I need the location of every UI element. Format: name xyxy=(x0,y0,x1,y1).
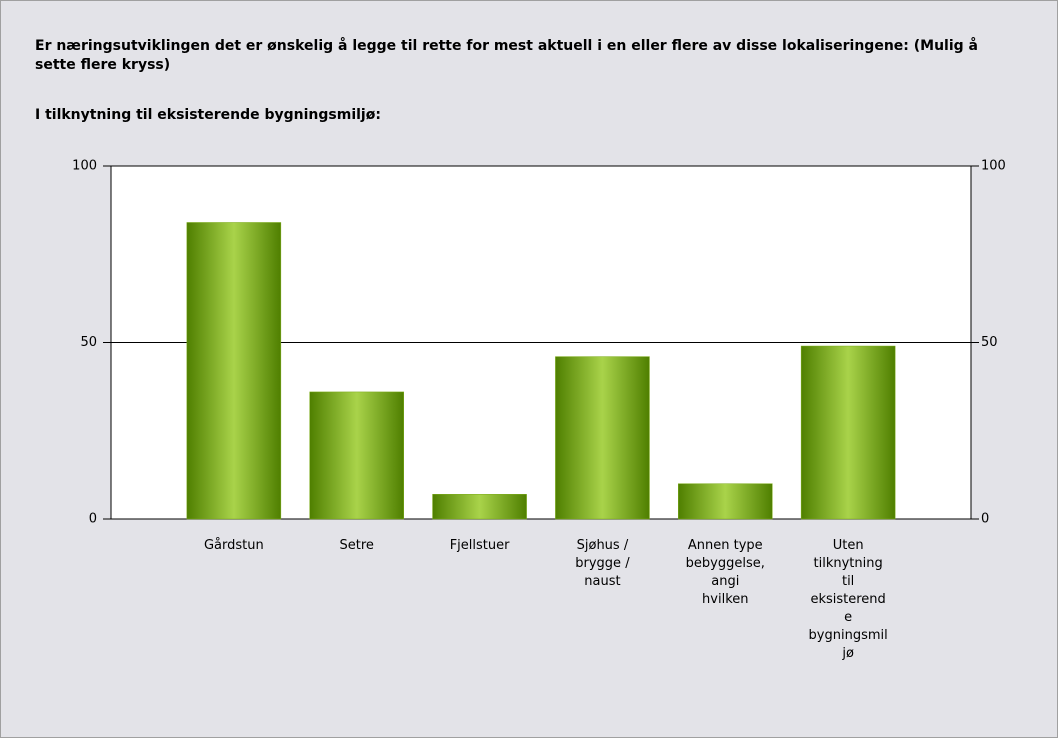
y2-tick-label: 0 xyxy=(981,512,989,527)
y-tick-label: 50 xyxy=(80,335,97,350)
chart-title: Er næringsutviklingen det er ønskelig å … xyxy=(35,38,978,73)
y-tick-label: 0 xyxy=(89,512,97,527)
x-tick-label: Annen type bebyggelse, angi hvilken xyxy=(686,538,765,607)
bar xyxy=(186,222,282,520)
x-tick-label: Uten tilknytning til eksisterend e bygningsmi… xyxy=(809,538,888,661)
bar xyxy=(555,356,650,520)
x-tick-label: Sjøhus / brygge / naust xyxy=(575,538,630,589)
bar xyxy=(678,483,773,520)
bar xyxy=(800,345,896,520)
y-tick-label: 100 xyxy=(72,159,97,174)
x-tick-label: Setre xyxy=(340,538,374,553)
bar xyxy=(309,391,404,520)
y2-tick-label: 50 xyxy=(981,335,998,350)
y2-tick-label: 100 xyxy=(981,159,1006,174)
bar xyxy=(432,494,527,520)
x-tick-label: Fjellstuer xyxy=(450,538,510,553)
chart-subtitle: I tilknytning til eksisterende bygningsm… xyxy=(35,107,381,123)
x-tick-label: Gårdstun xyxy=(204,538,264,553)
